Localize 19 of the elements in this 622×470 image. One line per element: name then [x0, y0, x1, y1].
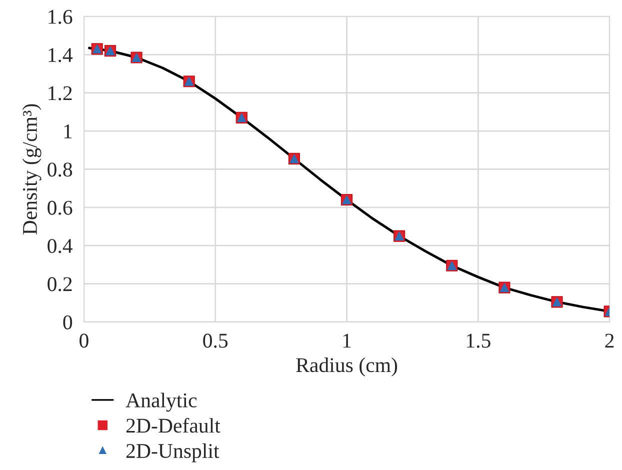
y-tick-label: 1.4	[48, 48, 73, 62]
y-tick-label: 0.8	[48, 162, 72, 177]
y-tick-label: 0.6	[48, 200, 72, 215]
x-tick-label: 0	[80, 334, 88, 348]
y-tick-label: 1.2	[48, 86, 72, 100]
y-tick-label: 1.6	[48, 10, 72, 24]
y-tick-label: 0	[63, 315, 72, 330]
y-tick-label: 0.2	[48, 277, 72, 292]
y-tick-label: 0.4	[48, 238, 73, 254]
y-tick-label: 1	[64, 124, 72, 138]
x-tick-label: 1.5	[466, 334, 490, 348]
legend-label: 2D-Unsplit	[126, 443, 220, 462]
legend-label: 2D-Default	[126, 418, 220, 433]
legend-label: Analytic	[126, 392, 197, 412]
x-axis-title: Radius (cm)	[296, 358, 398, 376]
x-tick-label: 1	[343, 334, 351, 348]
y-axis-title: Density (g/cm³)	[22, 104, 42, 234]
x-tick-label: 0.5	[203, 334, 228, 348]
x-tick-label: 2	[605, 334, 614, 348]
